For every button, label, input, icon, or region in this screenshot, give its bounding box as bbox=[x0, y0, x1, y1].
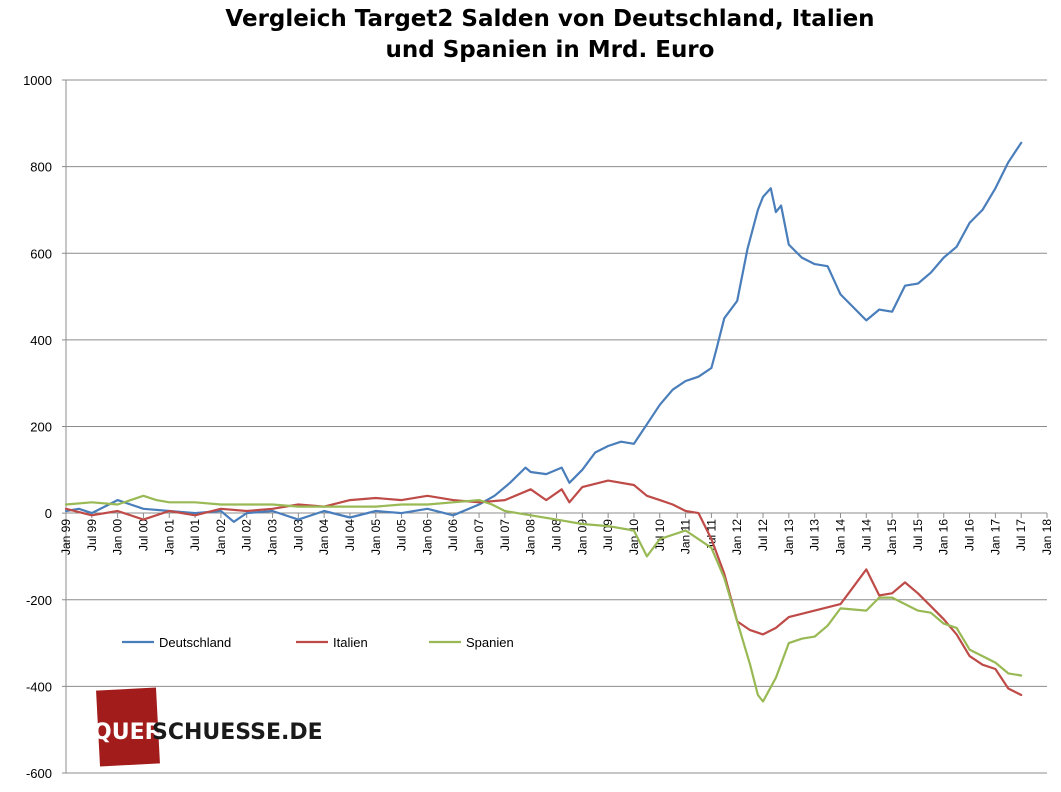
x-tick-label: Jan 06 bbox=[420, 519, 434, 555]
grid-lines bbox=[66, 79, 1047, 774]
series-line-spanien bbox=[64, 494, 1023, 703]
legend-label-italien: Italien bbox=[333, 635, 368, 650]
watermark-logo: QUER SCHUESSE.DE bbox=[93, 687, 323, 767]
x-tick-label: Jan 15 bbox=[885, 519, 899, 555]
x-tick-label: Jul 15 bbox=[911, 519, 925, 551]
legend: Deutschland Italien Spanien bbox=[122, 635, 514, 650]
x-tick-label: Jan 03 bbox=[266, 519, 280, 555]
x-tick-label: Jan 14 bbox=[833, 519, 847, 555]
y-tick-label: 600 bbox=[30, 246, 52, 261]
chart-title-line2: und Spanien in Mrd. Euro bbox=[385, 37, 715, 63]
x-tick-label: Jan 01 bbox=[162, 519, 176, 555]
x-tick-label: Jan 11 bbox=[679, 519, 693, 554]
x-tick-label: Jan 07 bbox=[472, 519, 486, 555]
watermark-text-quer: QUER bbox=[93, 720, 162, 745]
y-tick-label: 800 bbox=[30, 160, 52, 175]
x-tick-label: Jul 03 bbox=[291, 519, 305, 551]
x-tick-label: Jan 18 bbox=[1040, 519, 1054, 555]
x-axis: Jan 99 Jul 99 Jan 00 Jul 00 Jan 01 Jul 01 Jan … bbox=[59, 512, 1054, 555]
watermark-text-schuesse: SCHUESSE.DE bbox=[152, 720, 323, 745]
watermark-box bbox=[96, 687, 160, 767]
chart-title: Vergleich Target2 Salden von Deutschland… bbox=[0, 4, 1061, 66]
x-tick-label: Jul 02 bbox=[240, 519, 254, 551]
x-tick-label: Jul 00 bbox=[136, 519, 150, 551]
x-tick-label: Jan 16 bbox=[937, 519, 951, 555]
x-tick-label: Jul 11 bbox=[704, 519, 718, 550]
legend-label-spanien: Spanien bbox=[466, 635, 514, 650]
series-line-deutschland bbox=[64, 141, 1023, 523]
y-tick-label: -200 bbox=[26, 593, 52, 608]
y-tick-label: 200 bbox=[30, 420, 52, 435]
x-tick-label: Jul 06 bbox=[446, 519, 460, 551]
legend-label-deutschland: Deutschland bbox=[159, 635, 231, 650]
x-tick-label: Jan 12 bbox=[730, 519, 744, 555]
chart-title-line1: Vergleich Target2 Salden von Deutschland… bbox=[225, 6, 875, 32]
x-tick-label: Jul 01 bbox=[188, 519, 202, 551]
x-tick-label: Jul 08 bbox=[550, 519, 564, 551]
x-tick-label: Jul 12 bbox=[756, 519, 770, 551]
x-tick-label: Jan 05 bbox=[369, 519, 383, 555]
x-tick-label: Jul 16 bbox=[963, 519, 977, 551]
y-tick-label: 400 bbox=[30, 333, 52, 348]
x-tick-label: Jan 13 bbox=[782, 519, 796, 555]
y-tick-label: -400 bbox=[26, 679, 52, 694]
x-tick-label: Jan 00 bbox=[111, 519, 125, 555]
x-tick-label: Jan 09 bbox=[575, 519, 589, 555]
y-tick-label: -600 bbox=[26, 766, 52, 781]
x-tick-label: Jul 07 bbox=[498, 519, 512, 551]
x-tick-label: Jul 99 bbox=[85, 519, 99, 551]
x-tick-label: Jul 04 bbox=[343, 519, 357, 551]
x-tick-label: Jan 99 bbox=[59, 519, 73, 555]
y-tick-label: 1000 bbox=[23, 73, 52, 88]
x-tick-label: Jul 17 bbox=[1014, 519, 1028, 551]
x-tick-label: Jan 17 bbox=[988, 519, 1002, 555]
y-tick-label: 0 bbox=[45, 506, 52, 521]
series-lines bbox=[64, 141, 1023, 703]
x-tick-label: Jan 08 bbox=[524, 519, 538, 555]
x-tick-label: Jul 14 bbox=[859, 519, 873, 551]
x-tick-label: Jan 02 bbox=[214, 519, 228, 555]
x-tick-label: Jul 13 bbox=[808, 519, 822, 551]
x-tick-label: Jan 04 bbox=[317, 519, 331, 555]
x-tick-label: Jul 09 bbox=[601, 519, 615, 551]
x-tick-label: Jul 05 bbox=[395, 519, 409, 551]
x-tick-label: Jan 10 bbox=[627, 519, 641, 555]
y-axis: 1000 800 600 400 200 0 -200 -400 -600 bbox=[23, 73, 67, 781]
